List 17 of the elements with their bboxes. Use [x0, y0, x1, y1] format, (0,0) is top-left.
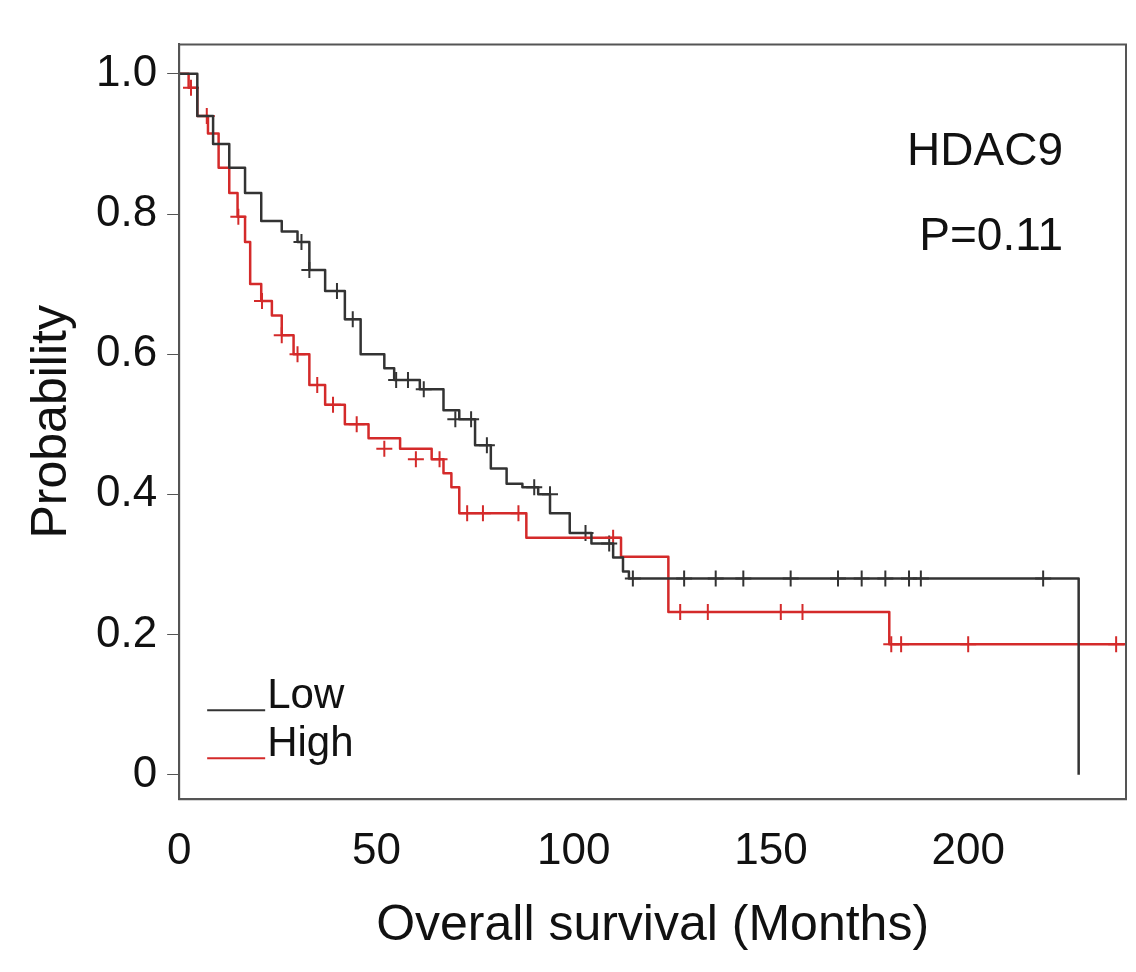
legend-label: High	[267, 717, 354, 765]
x-axis-title: Overall survival (Months)	[376, 894, 930, 951]
x-tick-label: 100	[536, 823, 611, 873]
y-tick-label: 0.2	[95, 606, 158, 656]
annotation: P=0.11	[919, 208, 1063, 261]
y-tick-label: 0	[132, 746, 158, 796]
y-tick-label: 0.8	[95, 186, 158, 236]
y-tick-label: 1.0	[95, 45, 158, 95]
legend-label: Low	[267, 669, 345, 717]
x-tick-label: 150	[734, 823, 808, 873]
y-tick-label: 0.4	[95, 466, 158, 516]
y-tick-label: 0.6	[95, 326, 158, 376]
x-tick-label: 0	[166, 823, 192, 873]
x-tick-label: 50	[351, 823, 401, 873]
y-axis-title: Probability	[20, 305, 77, 539]
x-tick-label: 200	[931, 823, 1005, 873]
annotation: HDAC9	[907, 123, 1063, 176]
